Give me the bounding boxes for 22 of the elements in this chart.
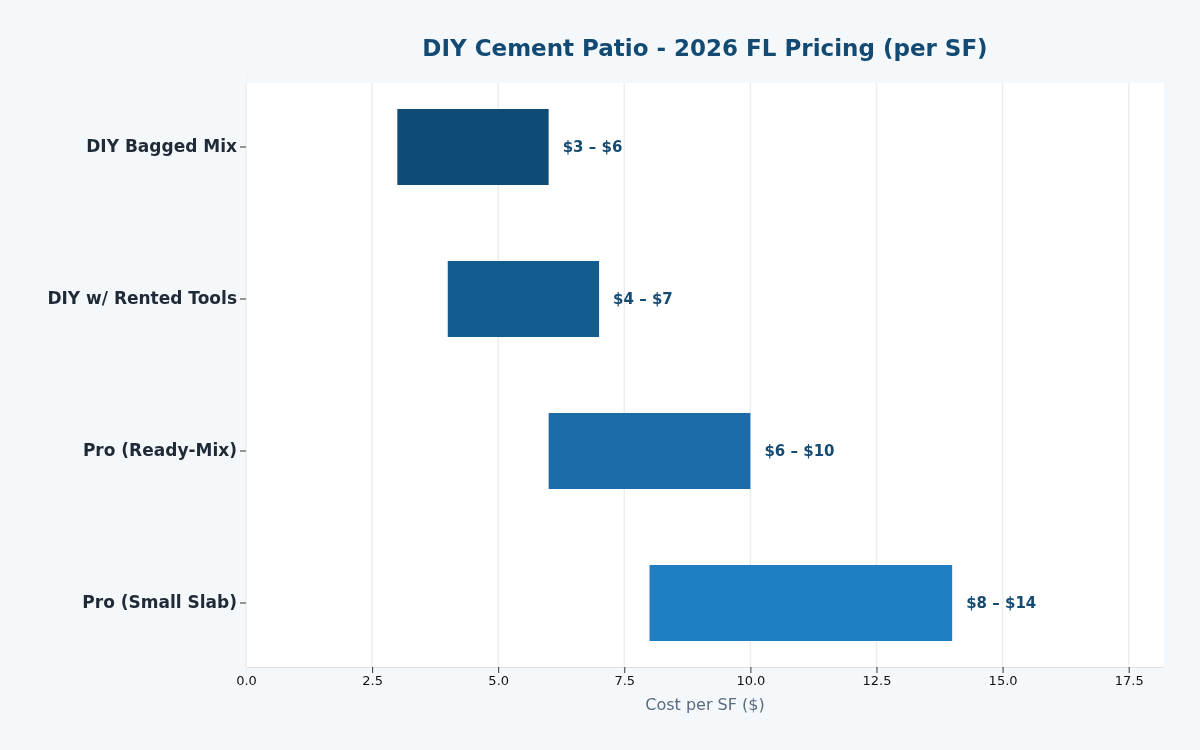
y-tick-label: DIY Bagged Mix <box>86 136 238 157</box>
x-tick-label: 12.5 <box>862 673 892 689</box>
x-tick-label: 15.0 <box>988 673 1018 689</box>
chart-title: DIY Cement Patio - 2026 FL Pricing (per SF) <box>422 35 988 61</box>
x-tick-label: 17.5 <box>1114 673 1144 689</box>
y-tick-label: Pro (Small Slab) <box>82 592 237 613</box>
x-tick-label: 10.0 <box>736 673 766 689</box>
annotation: $6 – $10 <box>764 442 835 461</box>
bar <box>447 261 600 337</box>
y-tick-label: Pro (Ready-Mix) <box>82 440 237 461</box>
x-tick-label: 5.0 <box>488 673 510 689</box>
x-tick-label: 7.5 <box>614 673 636 689</box>
annotation: $3 – $6 <box>562 138 623 157</box>
bar <box>397 109 549 185</box>
bar <box>649 565 953 641</box>
annotation: $4 – $7 <box>613 290 673 309</box>
x-tick-label: 2.5 <box>362 673 383 689</box>
bar <box>548 413 751 489</box>
annotation: $8 – $14 <box>966 594 1037 613</box>
y-tick-label: DIY w/ Rented Tools <box>47 288 237 309</box>
x-tick-label: 0.0 <box>236 673 257 689</box>
x-axis-title: Cost per SF ($) <box>645 695 765 714</box>
